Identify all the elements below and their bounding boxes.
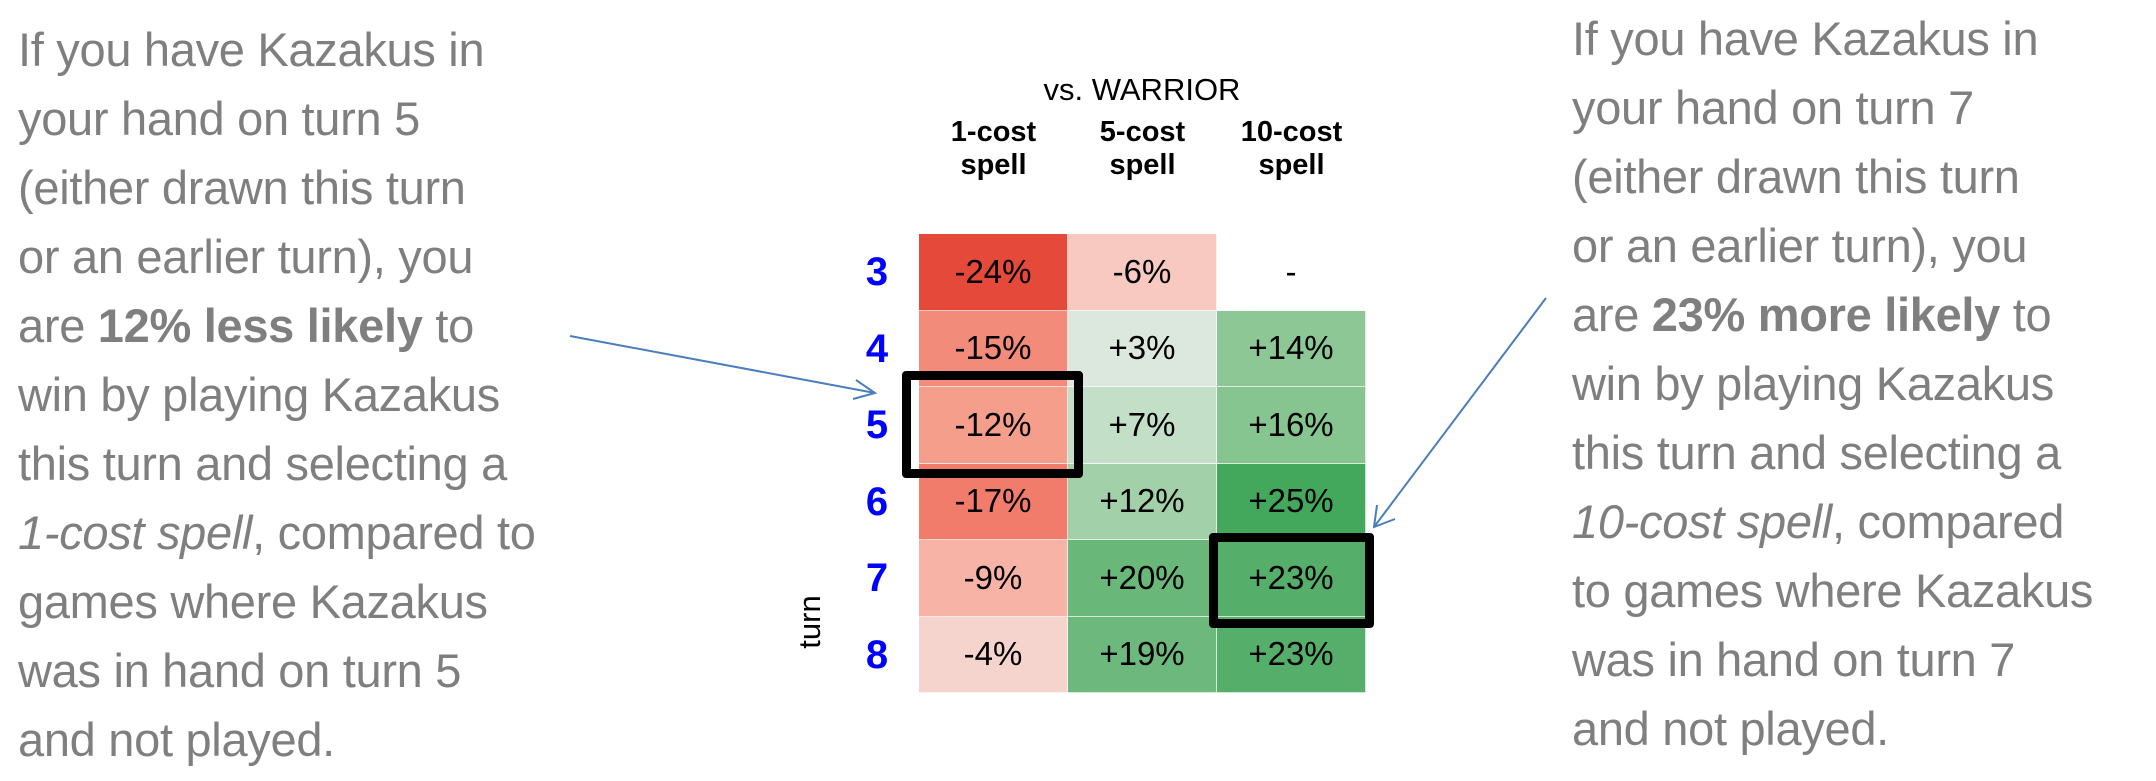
annotation-text: are: [1572, 288, 1652, 341]
annotation-text: to: [2000, 288, 2052, 341]
row-label-turn-6: 6: [865, 479, 889, 524]
heatmap-cell-turn3-col2: -6%: [1068, 234, 1217, 311]
heatmap-cell-turn4-col3: +14%: [1217, 310, 1366, 387]
annotation-text: If you have Kazakus in: [1572, 12, 2039, 65]
heatmap-cell-turn7-col2: +20%: [1068, 540, 1217, 617]
annotation-line: this turn and selecting a: [1572, 418, 2093, 487]
annotation-line: (either drawn this turn: [1572, 142, 2093, 211]
annotation-text: win by playing Kazakus: [18, 368, 500, 421]
arrow-right-icon: [1372, 297, 1547, 529]
heatmap-cell-turn4-col2: +3%: [1068, 310, 1217, 387]
heatmap-cell-turn6-col3: +25%: [1217, 463, 1366, 540]
column-header-10-cost: 10-cost spell: [1217, 116, 1366, 182]
annotation-line: was in hand on turn 7: [1572, 625, 2093, 694]
heatmap-cell-turn8-col2: +19%: [1068, 616, 1217, 693]
highlight-box-turn5-1cost: [902, 371, 1083, 478]
annotation-text: was in hand on turn 5: [18, 644, 462, 697]
annotation-text: win by playing Kazakus: [1572, 357, 2054, 410]
heatmap-cell-turn6-col2: +12%: [1068, 463, 1217, 540]
right-annotation: If you have Kazakus in your hand on turn …: [1572, 4, 2093, 763]
annotation-line: your hand on turn 5: [18, 84, 536, 153]
annotation-text: this turn and selecting a: [18, 437, 507, 490]
annotation-text: and not played.: [1572, 702, 1889, 755]
annotation-italic-text: 1-cost spell: [18, 506, 253, 559]
annotation-line: was in hand on turn 5: [18, 636, 536, 705]
column-header-5-cost: 5-cost spell: [1068, 116, 1217, 182]
annotation-text: If you have Kazakus in: [18, 23, 485, 76]
annotation-text: and not played.: [18, 713, 335, 766]
annotation-line: 1-cost spell, compared to: [18, 498, 536, 567]
annotation-text: (either drawn this turn: [1572, 150, 2020, 203]
annotation-line: games where Kazakus: [18, 567, 536, 636]
annotation-line: win by playing Kazakus: [18, 360, 536, 429]
heatmap-grid: -24% -6% - -15% +3% +14% -12% +7% +16% -17% +12% +2…: [919, 234, 1366, 693]
column-header-line2: spell: [1258, 149, 1325, 181]
annotation-text: your hand on turn 5: [18, 92, 420, 145]
column-header-1-cost: 1-cost spell: [919, 116, 1068, 182]
annotation-line: are 12% less likely to: [18, 291, 536, 360]
annotation-text: , compared: [1831, 495, 2065, 548]
row-label-turn-8: 8: [865, 632, 889, 677]
annotation-line: 10-cost spell, compared: [1572, 487, 2093, 556]
annotation-line: (either drawn this turn: [18, 153, 536, 222]
annotation-line: or an earlier turn), you: [1572, 211, 2093, 280]
row-label-turn-5: 5: [865, 403, 889, 447]
annotation-line: are 23% more likely to: [1572, 280, 2093, 349]
annotation-text: (either drawn this turn: [18, 161, 466, 214]
annotation-text: this turn and selecting a: [1572, 426, 2061, 479]
column-header-line1: 10-cost: [1240, 116, 1343, 148]
annotation-text: to: [422, 299, 474, 352]
highlight-box-turn7-10cost: [1209, 533, 1374, 628]
annotation-line: this turn and selecting a: [18, 429, 536, 498]
annotation-line: or an earlier turn), you: [18, 222, 536, 291]
annotation-text: are: [18, 299, 98, 352]
heatmap-cell-turn3-col1: -24%: [919, 234, 1068, 311]
column-header-line1: 1-cost: [950, 116, 1037, 148]
annotation-line: If you have Kazakus in: [1572, 4, 2093, 73]
annotation-line: If you have Kazakus in: [18, 15, 536, 84]
chart-title: vs. WARRIOR: [1043, 72, 1241, 107]
heatmap-cell-turn7-col1: -9%: [919, 540, 1068, 617]
annotation-line: your hand on turn 7: [1572, 73, 2093, 142]
column-header-line1: 5-cost: [1099, 116, 1186, 148]
row-label-turn-4: 4: [865, 326, 889, 371]
heatmap-cell-turn5-col3: +16%: [1217, 387, 1366, 464]
annotation-text: games where Kazakus: [18, 575, 488, 628]
arrow-left-icon: [569, 335, 878, 400]
annotation-text: , compared to: [252, 506, 536, 559]
annotation-line: and not played.: [1572, 694, 2093, 763]
annotation-italic-text: 10-cost spell: [1572, 495, 1832, 548]
column-header-line2: spell: [1109, 149, 1176, 181]
annotation-bold-text: 23% more likely: [1651, 288, 2001, 341]
heatmap-cell-turn5-col1: -12%: [919, 387, 1068, 464]
annotation-text: was in hand on turn 7: [1572, 633, 2016, 686]
heatmap-cell-turn8-col3: +23%: [1217, 616, 1366, 693]
heatmap-cell-turn3-col3: -: [1217, 234, 1366, 311]
row-label-turn-3: 3: [865, 250, 889, 294]
heatmap-cell-turn5-col2: +7%: [1068, 387, 1217, 464]
annotation-text: your hand on turn 7: [1572, 81, 1974, 134]
row-label-turn-7: 7: [865, 556, 889, 600]
annotation-bold-text: 12% less likely: [97, 299, 423, 352]
column-header-line2: spell: [960, 149, 1027, 181]
y-axis-label: turn: [792, 595, 827, 649]
annotation-line: and not played.: [18, 705, 536, 774]
annotation-text: or an earlier turn), you: [1572, 219, 2028, 272]
left-annotation: If you have Kazakus in your hand on turn …: [18, 15, 536, 774]
annotation-text: or an earlier turn), you: [18, 230, 474, 283]
annotation-line: to games where Kazakus: [1572, 556, 2093, 625]
heatmap-cell-turn8-col1: -4%: [919, 616, 1068, 693]
annotation-text: to games where Kazakus: [1572, 564, 2094, 617]
annotation-line: win by playing Kazakus: [1572, 349, 2093, 418]
